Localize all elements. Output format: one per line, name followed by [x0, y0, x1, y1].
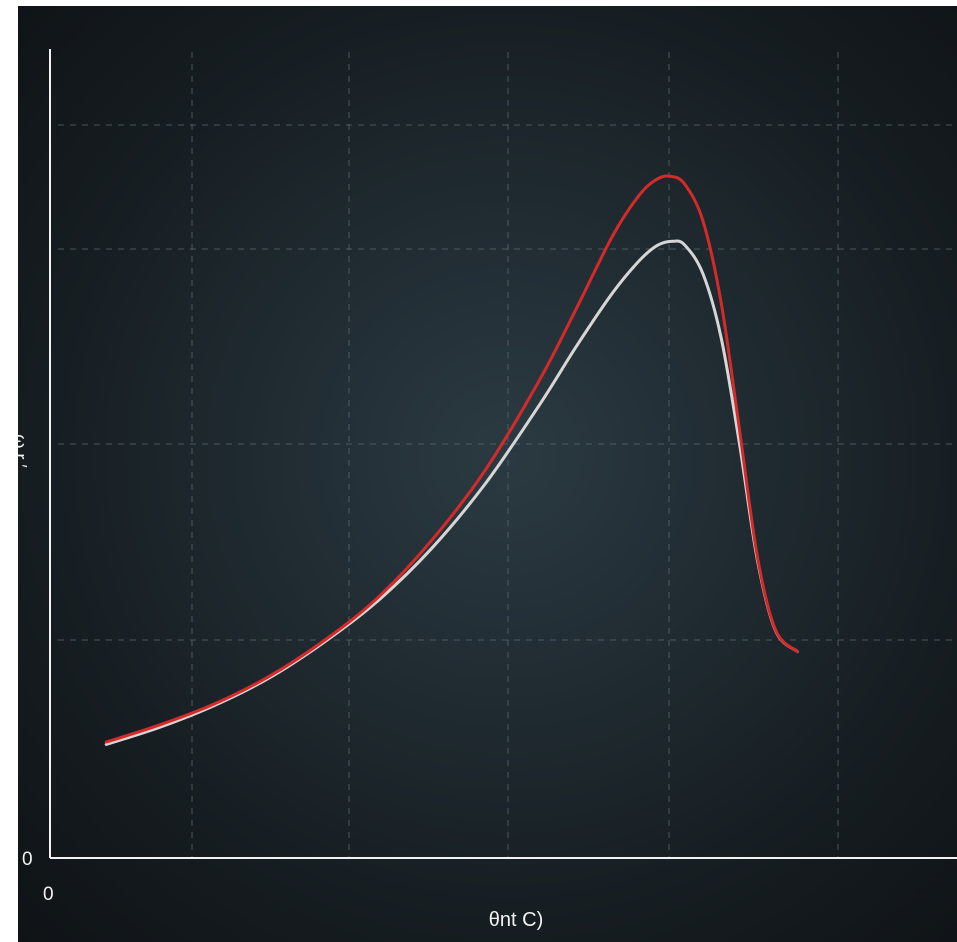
x-tick-label: 0	[43, 884, 54, 905]
chart-panel: 0 0 θnt C) ω r ′	[18, 6, 957, 942]
y-tick-label: 0	[22, 849, 33, 870]
series-line-1	[104, 174, 799, 744]
line-chart: 0 0 θnt C) ω r ′	[18, 49, 957, 931]
y-axis-label: ω r ′	[18, 434, 30, 468]
series-line-2	[104, 239, 799, 746]
x-axis-label: θnt C)	[489, 909, 543, 931]
series-lines	[104, 174, 799, 746]
grid-lines	[58, 52, 957, 858]
